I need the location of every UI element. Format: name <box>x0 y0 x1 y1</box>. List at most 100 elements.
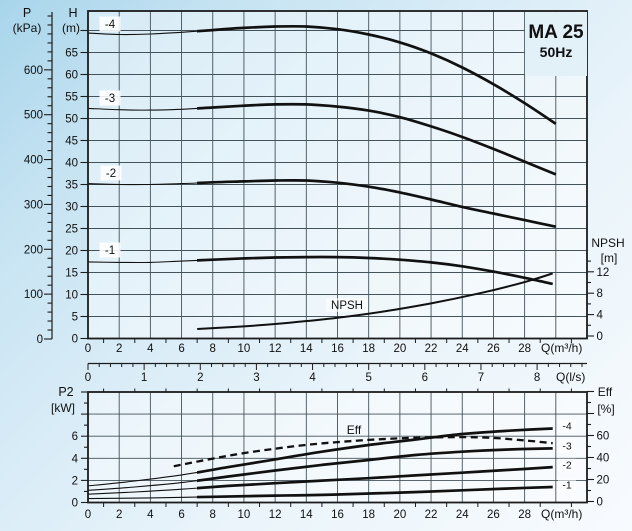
head-tick-label: 35 <box>65 180 78 192</box>
flow-tick-label: 20 <box>393 509 406 521</box>
head-tick-label: 55 <box>65 92 78 104</box>
model-info-box: MA 25 50Hz <box>525 12 587 76</box>
flow-tick-label: 26 <box>487 343 500 355</box>
head-axis-unit: (m) <box>62 21 80 35</box>
curve-stage-4 <box>197 24 557 125</box>
head-tick-label: 5 <box>72 312 78 324</box>
flow-tick-label: 22 <box>425 343 438 355</box>
flow-tick-label: 28 <box>518 509 531 521</box>
power-tick-label: 4 <box>72 453 79 465</box>
head-tick-label: 25 <box>65 224 78 236</box>
head-tick-label: 50 <box>65 114 78 126</box>
eff-tick-label: 40 <box>597 453 610 465</box>
flow-tick-label: 2 <box>116 343 122 355</box>
power-axis-title: P2 <box>58 385 73 399</box>
curve-stage-3 <box>197 447 553 483</box>
curve-label-box <box>99 16 121 32</box>
power-tick-label: 2 <box>72 475 78 487</box>
head-chart-frame <box>87 10 588 340</box>
ls-tick-label: 0 <box>85 372 91 384</box>
curve-stage-2 <box>197 465 553 490</box>
power-tick-label: 0 <box>72 498 78 510</box>
flow-tick-label: 24 <box>456 343 469 355</box>
power-axis-unit: [kW] <box>51 401 75 415</box>
ls-tick-label: 6 <box>422 372 428 384</box>
curve-label: -1 <box>105 245 115 257</box>
pump-model-label: MA 25 <box>528 22 584 43</box>
curve-label: -3 <box>105 93 115 105</box>
ls-tick-label: 3 <box>253 372 259 384</box>
ls-axis-label: Q(l/s) <box>556 370 585 384</box>
head-tick-label: 0 <box>72 334 78 346</box>
flow-tick-label: 14 <box>300 343 313 355</box>
curve-stage-3-thin <box>87 480 197 491</box>
curve-label: -4 <box>105 19 116 31</box>
npsh-tick-label: 12 <box>597 267 610 279</box>
head-axis-title: H <box>68 6 77 20</box>
head-tick-label: 60 <box>65 70 78 82</box>
npsh-axis-unit: [m] <box>601 251 618 265</box>
flow-tick-label: 8 <box>210 343 216 355</box>
head-tick-label: 20 <box>65 246 78 258</box>
npsh-label-box <box>326 298 368 312</box>
curve-label: -2 <box>562 460 571 472</box>
flow-tick-label: 0 <box>85 509 91 521</box>
flow-tick-label: 18 <box>362 343 375 355</box>
curve-label-box <box>99 242 121 258</box>
npsh-curve-label: NPSH <box>331 300 363 312</box>
flow-tick-label: 6 <box>178 343 184 355</box>
flow-tick-label: 28 <box>518 343 531 355</box>
npsh-tick-label: 8 <box>597 288 603 300</box>
ls-tick-label: 8 <box>534 372 540 384</box>
flow-tick-label: 10 <box>238 509 251 521</box>
flow-tick-label: 4 <box>147 343 154 355</box>
frequency-label: 50Hz <box>539 43 573 60</box>
eff-tick-label: 20 <box>597 475 610 487</box>
curve-stage-4 <box>197 427 553 474</box>
head-tick-label: 45 <box>65 136 78 148</box>
flow-tick-label: 14 <box>300 509 313 521</box>
flow-tick-label: 2 <box>116 509 122 521</box>
eff-tick-label: 60 <box>597 431 610 443</box>
eff-tick-label: 0 <box>597 497 603 509</box>
curve-label-box <box>558 478 576 492</box>
flow-tick-label: 24 <box>456 509 469 521</box>
pressure-tick-label: 500 <box>24 110 43 122</box>
curve-stage-1 <box>197 485 553 499</box>
curve-stage-4-thin <box>87 471 197 487</box>
head-tick-label: 40 <box>65 158 78 170</box>
flow-tick-label: 12 <box>269 509 282 521</box>
curve-stage-1-thin <box>87 496 197 500</box>
head-tick-label: 10 <box>65 290 78 302</box>
flow-tick-label: 16 <box>331 343 344 355</box>
flow-tick-label: 26 <box>487 509 500 521</box>
pressure-tick-label: 300 <box>24 199 43 211</box>
curve-stage-3 <box>197 102 557 176</box>
curve-label: -2 <box>106 168 116 180</box>
curve-stage-2-thin <box>87 182 197 186</box>
npsh-axis-title: NPSH <box>591 236 624 250</box>
curve-stage-4-thin <box>87 30 197 36</box>
curve-label-box <box>100 165 122 181</box>
flow-tick-label: 8 <box>210 509 216 521</box>
curve-label: -3 <box>562 441 571 453</box>
flow-tick-label: 12 <box>269 343 282 355</box>
pressure-tick-label: 100 <box>24 289 43 301</box>
efficiency-curve <box>173 435 553 468</box>
pressure-axis-unit: (kPa) <box>13 21 42 35</box>
eff-axis-unit: [%] <box>597 402 614 416</box>
pressure-tick-label: 200 <box>24 244 43 256</box>
flow-tick-label: 6 <box>178 509 184 521</box>
eff-curve-label: Eff <box>347 423 362 437</box>
flow-tick-label: 18 <box>362 509 375 521</box>
flow-tick-label: 10 <box>238 343 251 355</box>
flow-tick-label: 22 <box>425 509 438 521</box>
ls-tick-label: 7 <box>478 372 484 384</box>
ls-tick-label: 5 <box>365 372 371 384</box>
flow-axis-label: Q(m³/h) <box>541 507 582 521</box>
curve-label-box <box>99 90 121 106</box>
curve-stage-2 <box>197 178 557 229</box>
npsh-curve <box>197 272 554 330</box>
